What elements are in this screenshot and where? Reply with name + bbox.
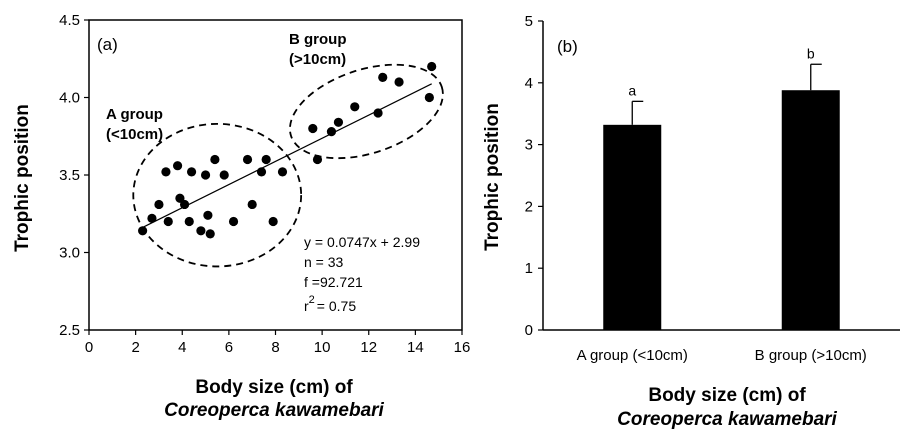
plot-frame-a bbox=[88, 19, 463, 331]
x-axis-species-b: Coreoperca kawamebari bbox=[617, 409, 837, 430]
scatter-point bbox=[179, 199, 190, 210]
scatter-point bbox=[308, 123, 318, 134]
r-squared-prefix: r bbox=[304, 298, 309, 314]
group-a-ellipse bbox=[132, 122, 303, 268]
r-squared-value: = 0.75 bbox=[317, 298, 357, 314]
significance-letter: b bbox=[807, 45, 815, 61]
scatter-point bbox=[326, 127, 337, 137]
y-tick-label-b: 0 bbox=[525, 322, 533, 339]
scatter-point bbox=[261, 154, 271, 165]
y-tick-label-b: 4 bbox=[525, 75, 533, 92]
scatter-point bbox=[210, 154, 220, 165]
y-tick-label-a: 3.0 bbox=[59, 245, 80, 262]
group-b-label-line2: (>10cm) bbox=[289, 51, 346, 68]
scatter-point bbox=[184, 216, 194, 227]
bar bbox=[781, 90, 840, 330]
scatter-point bbox=[161, 167, 171, 177]
scatter-point bbox=[203, 210, 213, 220]
x-tick-label-a: 4 bbox=[178, 339, 186, 356]
scatter-point bbox=[172, 161, 183, 171]
scatter-point bbox=[394, 77, 404, 87]
sample-size: n = 33 bbox=[304, 254, 344, 270]
regression-equation: y = 0.0747x + 2.99 bbox=[304, 234, 420, 250]
scatter-points bbox=[138, 61, 437, 239]
bar bbox=[603, 124, 662, 330]
scatter-point bbox=[163, 216, 173, 227]
x-axis-title-a: Body size (cm) of bbox=[195, 377, 353, 398]
y-tick-label-b: 5 bbox=[525, 13, 533, 30]
x-tick-label-a: 0 bbox=[85, 339, 93, 356]
scatter-point bbox=[333, 117, 344, 127]
x-tick-label-a: 10 bbox=[314, 339, 331, 356]
scatter-point bbox=[154, 199, 164, 210]
scatter-point bbox=[378, 72, 388, 82]
group-a-label-line2: (<10cm) bbox=[106, 126, 163, 143]
y-tick-label-b: 3 bbox=[525, 137, 533, 154]
scatter-point bbox=[200, 170, 211, 180]
y-axis-title-b: Trophic position bbox=[482, 103, 503, 251]
scatter-point bbox=[312, 154, 323, 165]
group-b-label-line1: B group bbox=[289, 31, 347, 48]
scatter-point bbox=[256, 167, 267, 177]
r-squared: r2 = 0.75 bbox=[304, 294, 356, 314]
regression-line bbox=[142, 83, 432, 228]
panel-a-scatter: 0 2 4 6 8 10 12 14 16 2.5 3.0 3.5 4.0 4.5 (a) A grou… bbox=[12, 12, 470, 421]
scatter-point bbox=[186, 167, 197, 177]
y-tick-label-b: 1 bbox=[525, 260, 533, 277]
category-label: B group (>10cm) bbox=[755, 347, 867, 364]
scatter-point bbox=[247, 199, 257, 210]
y-axis-title-a: Trophic position bbox=[12, 104, 33, 252]
panel-label-b: (b) bbox=[557, 37, 578, 56]
y-tick-label-a: 4.5 bbox=[59, 12, 80, 29]
x-tick-label-a: 6 bbox=[225, 339, 233, 356]
y-tick-label-a: 3.5 bbox=[59, 167, 80, 184]
scatter-point bbox=[219, 170, 229, 180]
scatter-point bbox=[424, 92, 434, 103]
y-tick-label-a: 4.0 bbox=[59, 90, 80, 107]
group-ellipses bbox=[132, 63, 444, 268]
f-statistic: f =92.721 bbox=[304, 274, 363, 290]
significance-letter: a bbox=[628, 82, 636, 98]
group-a-label-line1: A group bbox=[106, 106, 163, 123]
y-tick-label-b: 2 bbox=[525, 198, 533, 215]
category-label: A group (<10cm) bbox=[577, 347, 688, 364]
x-tick-label-a: 2 bbox=[131, 339, 139, 356]
x-axis-species-a: Coreoperca kawamebari bbox=[164, 400, 384, 421]
panel-label-a: (a) bbox=[97, 35, 118, 54]
x-axis-title-b: Body size (cm) of bbox=[648, 385, 806, 406]
x-ticks-a: 0 2 4 6 8 10 12 14 16 bbox=[85, 330, 471, 356]
x-tick-label-a: 14 bbox=[407, 339, 424, 356]
scatter-point bbox=[268, 216, 278, 227]
scatter-point bbox=[373, 108, 383, 118]
r-squared-superscript: 2 bbox=[309, 294, 315, 306]
y-ticks-a: 2.5 3.0 3.5 4.0 4.5 bbox=[59, 12, 89, 339]
scatter-point bbox=[196, 226, 206, 236]
group-b-ellipse bbox=[289, 63, 444, 160]
scatter-point bbox=[138, 226, 148, 236]
y-tick-label-a: 2.5 bbox=[59, 322, 80, 339]
scatter-point bbox=[427, 61, 437, 72]
trendline bbox=[142, 83, 432, 228]
x-tick-label-a: 12 bbox=[360, 339, 377, 356]
y-ticks-b: 0 1 2 3 4 5 bbox=[525, 13, 543, 339]
scatter-point bbox=[147, 213, 157, 223]
x-tick-label-a: 16 bbox=[454, 339, 471, 356]
scatter-point bbox=[277, 167, 288, 177]
scatter-point bbox=[242, 154, 253, 165]
scatter-point bbox=[228, 216, 239, 227]
x-tick-label-a: 8 bbox=[271, 339, 279, 356]
scatter-point bbox=[205, 229, 215, 239]
bars: a A group (<10cm) b B group (>10cm) bbox=[577, 45, 867, 364]
scatter-point bbox=[350, 102, 360, 112]
